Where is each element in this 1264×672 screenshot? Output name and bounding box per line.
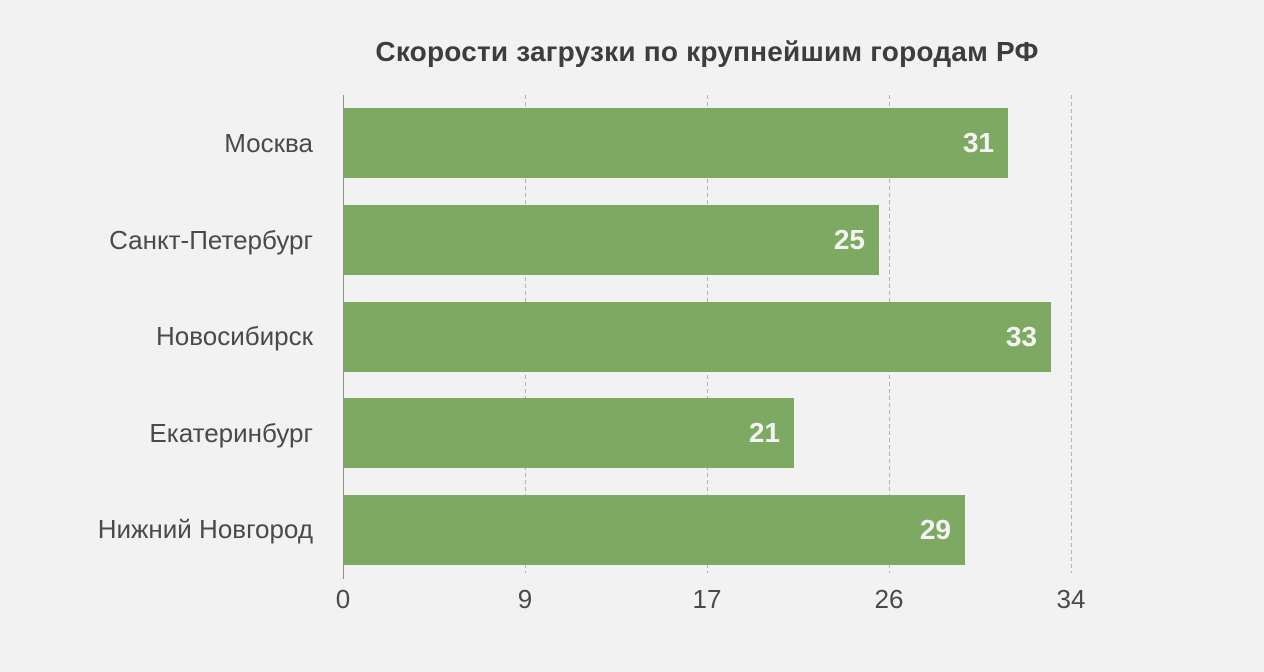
bar-1: 31 (344, 108, 1008, 178)
bar-2: 25 (344, 205, 879, 275)
x-tick-label-17: 17 (692, 584, 722, 614)
x-tick-label-26: 26 (874, 584, 904, 614)
y-axis-line (343, 95, 344, 579)
x-tick-label-0: 0 (335, 584, 351, 614)
bar-value-label: 29 (919, 514, 951, 545)
bar-value-label: 21 (748, 417, 780, 448)
category-label-1: Москва (224, 128, 313, 158)
bar-4: 21 (344, 398, 794, 468)
category-label-2: Санкт-Петербург (109, 225, 313, 255)
category-label-3: Новосибирск (156, 321, 313, 351)
bar-value-label: 31 (962, 127, 994, 158)
x-tick-label-9: 9 (517, 584, 533, 614)
x-tick-label-34: 34 (1056, 584, 1086, 614)
category-label-5: Нижний Новгород (97, 514, 313, 544)
category-label-4: Екатеринбург (149, 418, 313, 448)
chart-title: Скорости загрузки по крупнейшим городам … (375, 36, 1039, 67)
bar-value-label: 25 (833, 224, 865, 255)
bar-5: 29 (344, 495, 965, 565)
bar-value-label: 33 (1005, 321, 1037, 352)
gridline-34 (1071, 95, 1072, 573)
bar-3: 33 (344, 302, 1051, 372)
plot-area: 31 25 33 21 29 (343, 95, 1072, 579)
